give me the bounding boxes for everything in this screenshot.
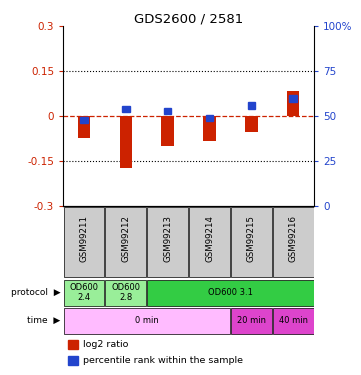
Text: OD600
2.8: OD600 2.8	[112, 283, 140, 302]
Bar	[122, 106, 130, 112]
FancyBboxPatch shape	[231, 308, 272, 334]
Bar	[164, 108, 171, 114]
FancyBboxPatch shape	[64, 207, 104, 277]
Text: 20 min: 20 min	[237, 316, 266, 325]
Text: protocol  ▶: protocol ▶	[11, 288, 61, 297]
Text: GSM99214: GSM99214	[205, 214, 214, 261]
Bar	[287, 91, 299, 116]
Text: GSM99213: GSM99213	[163, 214, 172, 261]
FancyBboxPatch shape	[273, 207, 314, 277]
FancyBboxPatch shape	[273, 308, 314, 334]
Bar	[248, 102, 255, 109]
FancyBboxPatch shape	[147, 207, 188, 277]
FancyBboxPatch shape	[105, 207, 146, 277]
Text: GSM99211: GSM99211	[79, 214, 88, 261]
Title: GDS2600 / 2581: GDS2600 / 2581	[134, 12, 243, 25]
Text: time  ▶: time ▶	[27, 316, 61, 325]
FancyBboxPatch shape	[64, 308, 230, 334]
Text: 40 min: 40 min	[279, 316, 308, 325]
Text: OD600
2.4: OD600 2.4	[70, 283, 99, 302]
FancyBboxPatch shape	[64, 280, 104, 306]
Bar	[245, 116, 258, 132]
Bar	[68, 356, 78, 364]
FancyBboxPatch shape	[231, 207, 272, 277]
Bar	[119, 116, 132, 168]
Bar	[68, 339, 78, 349]
FancyBboxPatch shape	[147, 280, 314, 306]
Text: percentile rank within the sample: percentile rank within the sample	[83, 356, 243, 365]
Text: 0 min: 0 min	[135, 316, 159, 325]
Text: GSM99216: GSM99216	[289, 214, 298, 261]
Text: GSM99212: GSM99212	[121, 214, 130, 261]
Bar	[206, 115, 213, 122]
FancyBboxPatch shape	[105, 280, 146, 306]
Bar	[78, 116, 90, 138]
Text: GSM99215: GSM99215	[247, 214, 256, 261]
FancyBboxPatch shape	[189, 207, 230, 277]
Text: log2 ratio: log2 ratio	[83, 340, 129, 349]
Bar	[80, 117, 88, 123]
Text: OD600 3.1: OD600 3.1	[208, 288, 253, 297]
Bar	[161, 116, 174, 146]
Bar	[290, 95, 297, 102]
Bar	[203, 116, 216, 141]
